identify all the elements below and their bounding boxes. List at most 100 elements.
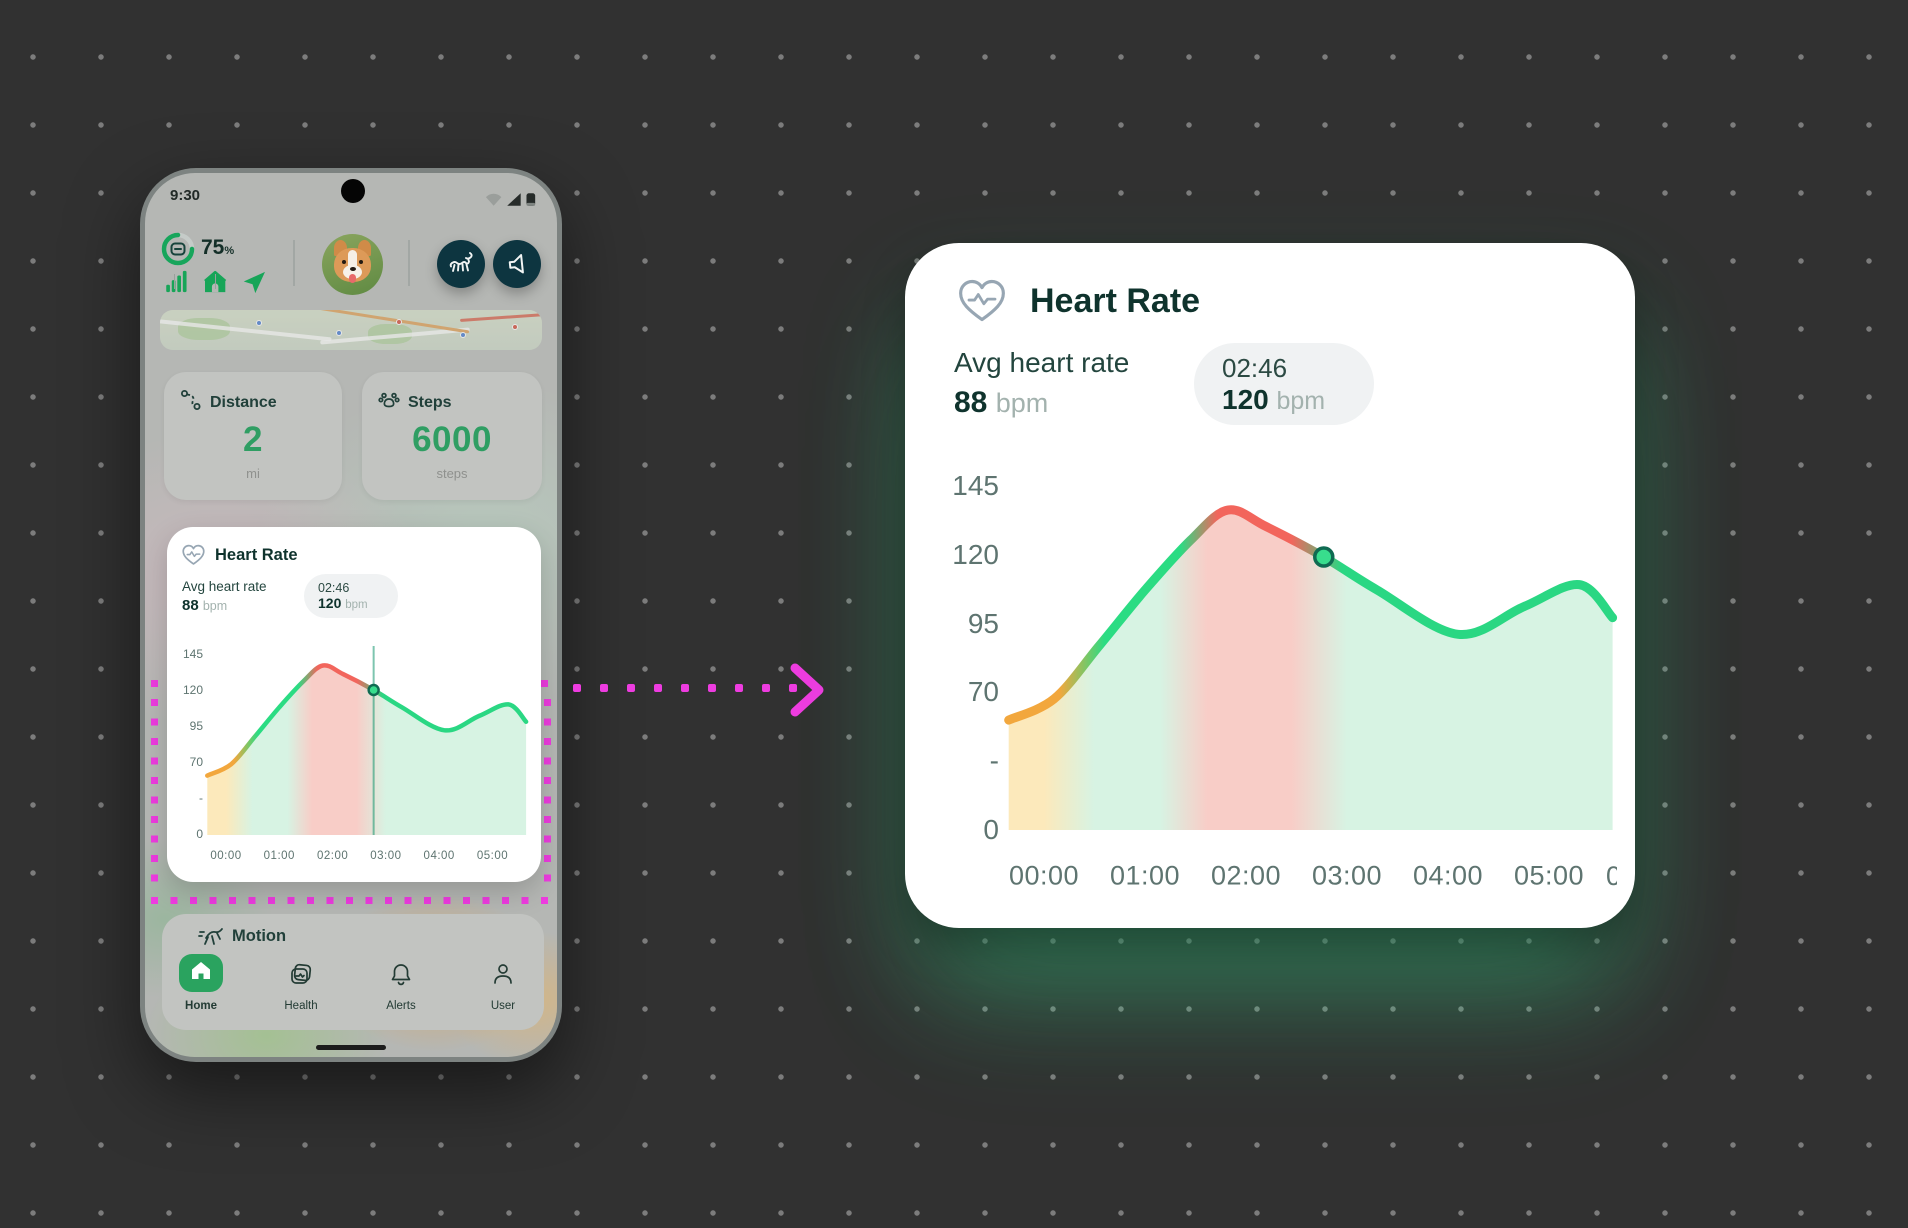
y-axis-label: 145: [952, 470, 999, 501]
collar-battery-ring: [160, 231, 196, 267]
flow-arrow-dot: [762, 684, 770, 692]
speaker-icon: [508, 254, 524, 274]
avg-label: Avg heart rate: [954, 347, 1130, 378]
y-axis-label: 0: [196, 827, 203, 841]
map-pin: [460, 332, 466, 338]
flow-arrow-dot: [735, 684, 743, 692]
stat-value: 2: [243, 420, 263, 459]
status-icons: [485, 193, 536, 206]
heart-pulse-icon: [959, 279, 1005, 322]
card-title: Heart Rate: [1030, 281, 1201, 320]
x-axis-label: 05:00: [476, 850, 509, 862]
stat-card-distance[interactable]: Distance 2 mi: [164, 372, 342, 500]
nav-label: Alerts: [386, 1000, 416, 1012]
cellular-icon: [507, 193, 521, 206]
user-icon: [492, 962, 514, 991]
stat-unit: steps: [436, 466, 468, 481]
y-axis-label: -: [199, 791, 203, 805]
y-axis-label: 95: [967, 607, 999, 639]
nav-label: User: [490, 1000, 516, 1012]
flow-arrow-dot: [627, 684, 635, 692]
flow-arrow-dot: [573, 684, 581, 692]
header-status-icons: [166, 270, 265, 294]
x-axis-label: 03:00: [370, 850, 402, 862]
x-axis-label: 00:00: [1008, 860, 1080, 891]
paw-icon: [378, 389, 400, 416]
avg-value: 88 bpm: [954, 386, 1049, 419]
heart-rate-card[interactable]: Heart Rate Avg heart rate 88 bpm 02:46 1…: [167, 527, 541, 882]
phone-mockup: 9:30 75%: [140, 168, 562, 1062]
x-axis-label: 00:00: [210, 850, 242, 862]
stat-label: Steps: [408, 393, 452, 411]
y-axis-label: 70: [189, 755, 203, 769]
card-title: Heart Rate: [215, 545, 298, 564]
x-axis-label: 04:00: [1412, 860, 1484, 891]
motion-card[interactable]: Motion: [162, 914, 544, 1030]
location-arrow-icon: [243, 271, 265, 294]
selection-border-right: [544, 699, 551, 891]
x-axis-label: 04:00: [423, 850, 455, 862]
flow-arrow-dot: [681, 684, 689, 692]
map-pin: [256, 320, 262, 326]
battery-icon: [526, 193, 536, 206]
stat-value: 6000: [412, 420, 492, 459]
dog-walk-icon: [449, 252, 473, 272]
y-axis-label: 0: [983, 814, 999, 845]
divider: [215, 274, 216, 289]
divider: [408, 240, 410, 286]
y-axis-label: -: [989, 745, 999, 777]
heart-rate-card-expanded[interactable]: Heart Rate Avg heart rate 88 bpm 02:46 1…: [905, 243, 1635, 928]
stat-card-steps[interactable]: Steps 6000 steps: [362, 372, 542, 500]
flow-arrow-dot: [600, 684, 608, 692]
pet-avatar[interactable]: [322, 234, 383, 295]
collar-device-icon: [170, 242, 186, 256]
reading-marker: [1313, 546, 1335, 568]
status-time: 9:30: [170, 187, 201, 204]
map-preview[interactable]: [160, 310, 542, 350]
nav-label: Health: [284, 1000, 318, 1012]
reading-tooltip: 02:46 120 bpm: [1194, 343, 1374, 425]
bell-icon: [390, 962, 412, 991]
stat-label: Distance: [210, 393, 277, 411]
x-axis-label: 03:00: [1311, 860, 1383, 891]
nav-label: Home: [185, 1000, 217, 1012]
x-axis-label: 01:00: [1109, 860, 1181, 891]
flow-arrow-dot: [789, 684, 797, 692]
avg-value: 88 bpm: [182, 597, 228, 614]
x-axis-label: 02:00: [316, 850, 349, 862]
map-pin: [396, 319, 402, 325]
divider: [293, 240, 295, 286]
y-axis-label: 70: [967, 676, 999, 708]
wifi-icon: [485, 193, 502, 206]
flow-arrow-dot: [654, 684, 662, 692]
motion-icon: [198, 928, 223, 945]
reading-tooltip: 02:46 120 bpm: [304, 574, 398, 618]
health-icon: [289, 962, 313, 991]
flow-arrow-dot: [708, 684, 716, 692]
selection-border-bottom: [151, 897, 551, 904]
dog-walk-button[interactable]: [437, 240, 485, 288]
heart-pulse-icon: [182, 544, 205, 565]
map-pin: [336, 330, 342, 336]
heart-rate-chart[interactable]: [167, 527, 541, 882]
speaker-button[interactable]: [493, 240, 541, 288]
y-axis-label: 95: [189, 719, 203, 733]
divider: [174, 274, 175, 289]
stat-unit: mi: [246, 466, 260, 481]
chevron-right-icon: [790, 663, 824, 717]
y-axis-label: 120: [952, 538, 999, 570]
active-nav-pill: [179, 954, 223, 992]
x-axis-label: 02:00: [1210, 860, 1282, 891]
home-indicator[interactable]: [316, 1045, 386, 1050]
x-axis-label-partial: 06:00: [1606, 861, 1617, 892]
heart-rate-chart[interactable]: [905, 243, 1635, 928]
route-icon: [180, 389, 202, 416]
x-axis-label: 01:00: [263, 850, 295, 862]
phone-screen: 9:30 75%: [145, 173, 557, 1057]
reading-marker: [367, 683, 380, 697]
signal-bars-icon: [166, 270, 187, 293]
selection-border-left: [151, 699, 158, 891]
home-icon: [191, 961, 211, 985]
avg-label: Avg heart rate: [182, 579, 267, 594]
